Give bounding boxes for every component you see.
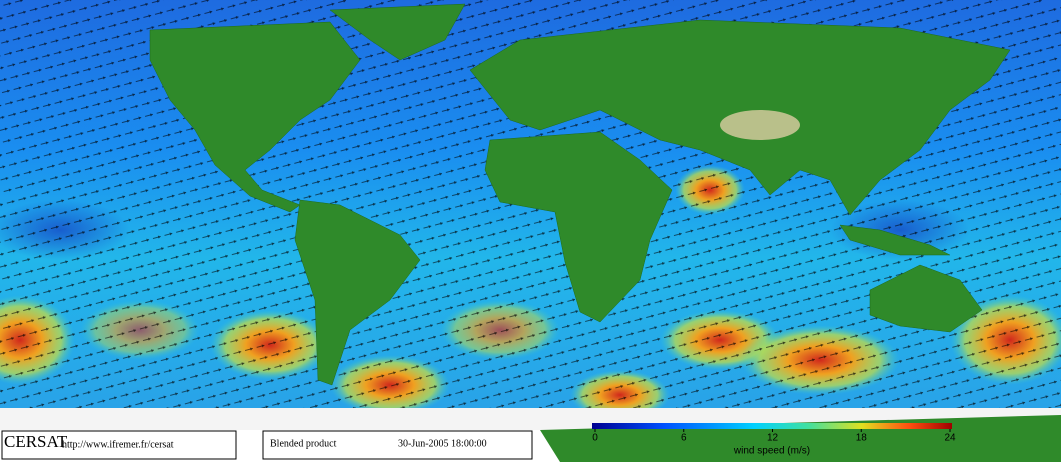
continents [149,3,1011,386]
south-america [294,199,421,386]
colorbar [592,423,952,429]
logo: CERSAT [4,432,68,451]
colorbar-tick-label: 0 [592,433,598,444]
colorbar-tick-label: 6 [681,433,687,444]
greenland [329,3,466,61]
colorbar-tick-label: 18 [856,433,868,444]
colorbar-tick-label: 12 [767,433,779,444]
colorbar-ticks: 0 6 12 18 24 [592,429,956,444]
africa [484,131,673,323]
colorbar-tick-label: 24 [944,433,956,444]
australia [869,264,983,333]
info-box [262,430,533,460]
indonesia [839,224,951,256]
tibet [720,110,800,140]
url[interactable]: http://www.ifremer.fr/cersat [62,439,174,450]
datetime: 30-Jun-2005 18:00:00 [398,438,487,449]
product: Blended product [270,438,337,449]
colorbar-label: wind speed (m/s) [733,446,810,457]
logo-box [1,430,237,460]
north-america [149,21,361,213]
